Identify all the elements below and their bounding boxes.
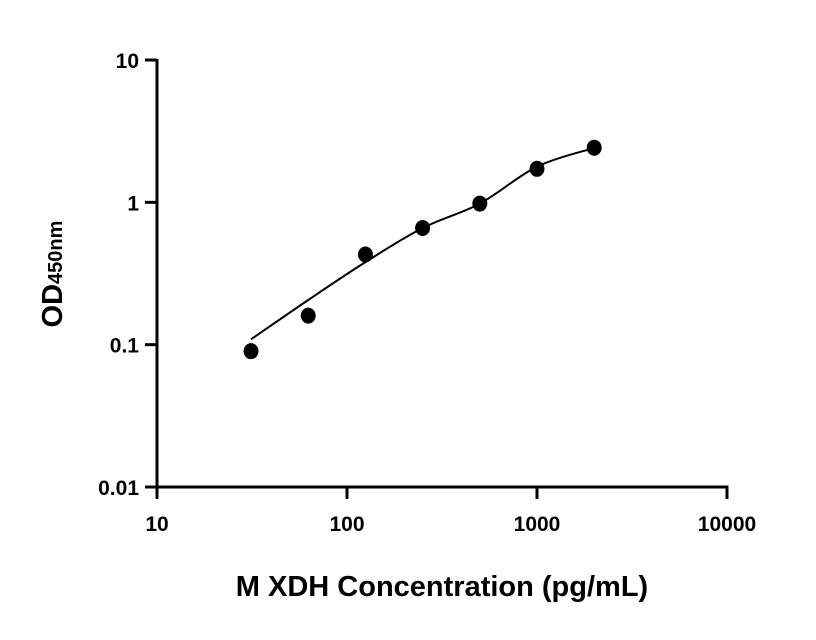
data-point [415, 220, 431, 237]
x-tick-label: 10000 [698, 513, 756, 536]
y-tick-label: 10 [116, 50, 139, 73]
x-tick-label: 10 [145, 513, 168, 536]
y-tick-label: 0.1 [110, 335, 140, 358]
data-point [243, 343, 259, 360]
data-point [357, 246, 373, 263]
x-axis-label: M XDH Concentration (pg/mL) [236, 571, 648, 603]
x-tick-label: 1000 [514, 513, 561, 536]
svg-text:OD450nm: OD450nm [37, 221, 69, 328]
x-tick-label: 100 [329, 513, 364, 536]
y-axis-label: OD [37, 284, 69, 328]
y-axis-label-subscript: 450nm [45, 221, 67, 284]
data-point [300, 307, 316, 324]
data-point [529, 160, 545, 177]
data-point [472, 195, 488, 212]
data-point [586, 139, 602, 156]
y-tick-label: 0.01 [98, 477, 139, 500]
data-points [243, 139, 602, 360]
y-axis-label-group: OD450nm [37, 221, 69, 328]
axes: 10 100 1000 10000 0.01 0.1 1 10 [98, 50, 756, 536]
y-tick-label: 1 [127, 192, 139, 215]
